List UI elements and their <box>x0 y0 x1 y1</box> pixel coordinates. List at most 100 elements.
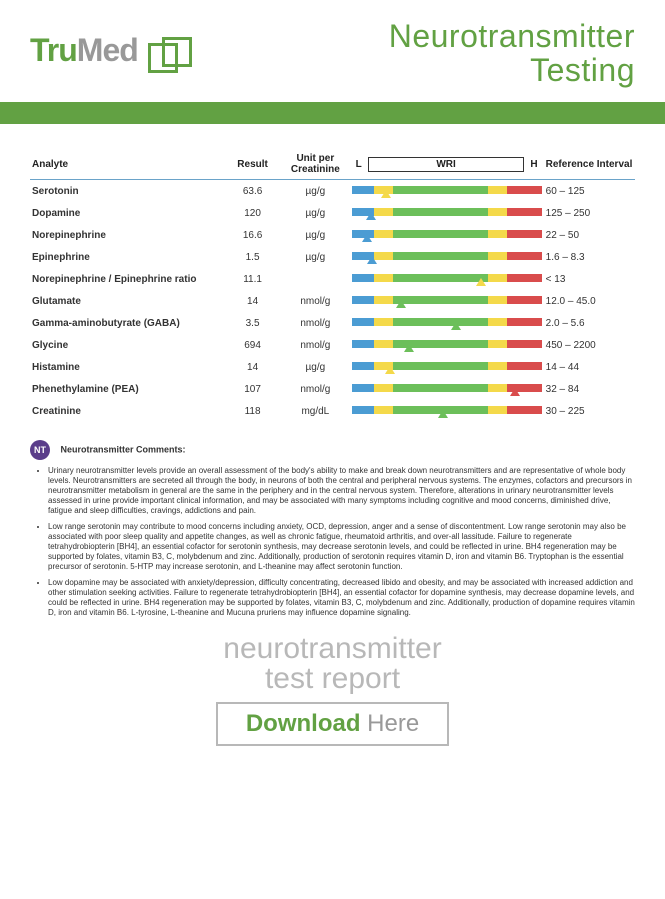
table-row: Glutamate14nmol/g12.0 – 45.0 <box>30 290 635 312</box>
analyte-name: Creatinine <box>30 400 224 422</box>
logo: TruMed <box>30 32 198 76</box>
analyte-ref: 14 – 44 <box>544 356 635 378</box>
analyte-result: 1.5 <box>224 246 281 268</box>
analyte-result: 63.6 <box>224 180 281 203</box>
col-wri: L WRI H <box>350 149 544 180</box>
analyte-unit: µg/g <box>281 356 349 378</box>
analyte-result: 11.1 <box>224 268 281 290</box>
logo-squares-icon <box>148 37 198 75</box>
table-row: Glycine694nmol/g 450 – 2200 <box>30 334 635 356</box>
marker-icon <box>362 234 372 242</box>
analyte-result: 107 <box>224 378 281 400</box>
download-here-label: Here <box>360 710 419 737</box>
analyte-result: 694 <box>224 334 281 356</box>
analyte-name: Epinephrine <box>30 246 224 268</box>
analyte-name: Glutamate <box>30 290 224 312</box>
table-row: Histamine14µg/g 14 – 44 <box>30 356 635 378</box>
col-analyte: Analyte <box>30 149 224 180</box>
table-row: Dopamine120µg/g 125 – 250 <box>30 202 635 224</box>
marker-icon <box>451 322 461 330</box>
table-row: Gamma-aminobutyrate (GABA)3.5nmol/g2.0 –… <box>30 312 635 334</box>
analyte-name: Dopamine <box>30 202 224 224</box>
wri-box-label: WRI <box>368 157 525 172</box>
analyte-name: Gamma-aminobutyrate (GABA) <box>30 312 224 334</box>
analyte-name: Glycine <box>30 334 224 356</box>
analyte-unit: µg/g <box>281 224 349 246</box>
footer-line-1: neurotransmitter <box>223 632 441 665</box>
table-row: Creatinine118mg/dL 30 – 225 <box>30 400 635 422</box>
wri-low-label: L <box>352 159 366 170</box>
analyte-ref: 32 – 84 <box>544 378 635 400</box>
table-row: Norepinephrine16.6µg/g 22 – 50 <box>30 224 635 246</box>
analyte-bar <box>350 268 544 290</box>
results-table-wrap: Analyte Result Unit per Creatinine L WRI… <box>0 124 665 432</box>
analyte-bar <box>350 224 544 246</box>
analyte-unit: µg/g <box>281 180 349 203</box>
analyte-bar <box>350 180 544 203</box>
page-title: Neurotransmitter Testing <box>213 20 635 87</box>
analyte-unit: mg/dL <box>281 400 349 422</box>
analyte-unit: nmol/g <box>281 334 349 356</box>
marker-icon <box>381 190 391 198</box>
analyte-name: Serotonin <box>30 180 224 203</box>
analyte-unit: µg/g <box>281 202 349 224</box>
analyte-ref: 1.6 – 8.3 <box>544 246 635 268</box>
analyte-ref: 125 – 250 <box>544 202 635 224</box>
analyte-bar <box>350 378 544 400</box>
comment-item: Low dopamine may be associated with anxi… <box>48 578 635 618</box>
analyte-name: Histamine <box>30 356 224 378</box>
analyte-bar <box>350 290 544 312</box>
comments-heading: NT Neurotransmitter Comments: <box>30 440 635 460</box>
analyte-result: 14 <box>224 356 281 378</box>
analyte-name: Norepinephrine / Epinephrine ratio <box>30 268 224 290</box>
comments-heading-text: Neurotransmitter Comments: <box>61 445 186 455</box>
download-label: Download <box>246 710 361 737</box>
analyte-unit: nmol/g <box>281 378 349 400</box>
analyte-result: 120 <box>224 202 281 224</box>
col-unit: Unit per Creatinine <box>281 149 349 180</box>
table-row: Norepinephrine / Epinephrine ratio11.1< … <box>30 268 635 290</box>
analyte-ref: 22 – 50 <box>544 224 635 246</box>
analyte-unit: nmol/g <box>281 290 349 312</box>
table-row: Epinephrine1.5µg/g 1.6 – 8.3 <box>30 246 635 268</box>
footer-line-2: test report <box>265 662 400 695</box>
marker-icon <box>404 344 414 352</box>
analyte-bar <box>350 400 544 422</box>
analyte-ref: 30 – 225 <box>544 400 635 422</box>
analyte-bar <box>350 312 544 334</box>
nt-badge-icon: NT <box>30 440 50 460</box>
col-ref: Reference Interval <box>544 149 635 180</box>
analyte-ref: 2.0 – 5.6 <box>544 312 635 334</box>
table-row: Phenethylamine (PEA)107nmol/g32 – 84 <box>30 378 635 400</box>
analyte-result: 14 <box>224 290 281 312</box>
analyte-result: 16.6 <box>224 224 281 246</box>
analyte-bar <box>350 246 544 268</box>
analyte-ref: 60 – 125 <box>544 180 635 203</box>
analyte-ref: 450 – 2200 <box>544 334 635 356</box>
marker-icon <box>366 212 376 220</box>
logo-med: Med <box>77 32 138 68</box>
marker-icon <box>367 256 377 264</box>
col-result: Result <box>224 149 281 180</box>
analyte-name: Norepinephrine <box>30 224 224 246</box>
comment-item: Low range serotonin may contribute to mo… <box>48 522 635 572</box>
marker-icon <box>396 300 406 308</box>
analyte-result: 118 <box>224 400 281 422</box>
wri-high-label: H <box>526 159 541 170</box>
analyte-unit: µg/g <box>281 246 349 268</box>
results-table: Analyte Result Unit per Creatinine L WRI… <box>30 149 635 422</box>
comments-list: Urinary neurotransmitter levels provide … <box>30 466 635 618</box>
logo-tru: Tru <box>30 32 77 68</box>
comment-item: Urinary neurotransmitter levels provide … <box>48 466 635 516</box>
analyte-unit: nmol/g <box>281 312 349 334</box>
header: TruMed Neurotransmitter Testing <box>0 0 665 102</box>
divider-bar <box>0 102 665 124</box>
analyte-bar <box>350 202 544 224</box>
table-row: Serotonin63.6µg/g 60 – 125 <box>30 180 635 203</box>
title-line-1: Neurotransmitter <box>389 18 635 54</box>
download-button[interactable]: Download Here <box>216 702 449 746</box>
marker-icon <box>385 366 395 374</box>
title-line-2: Testing <box>530 52 635 88</box>
footer: neurotransmitter test report Download He… <box>0 624 665 746</box>
footer-title: neurotransmitter test report <box>0 634 665 694</box>
